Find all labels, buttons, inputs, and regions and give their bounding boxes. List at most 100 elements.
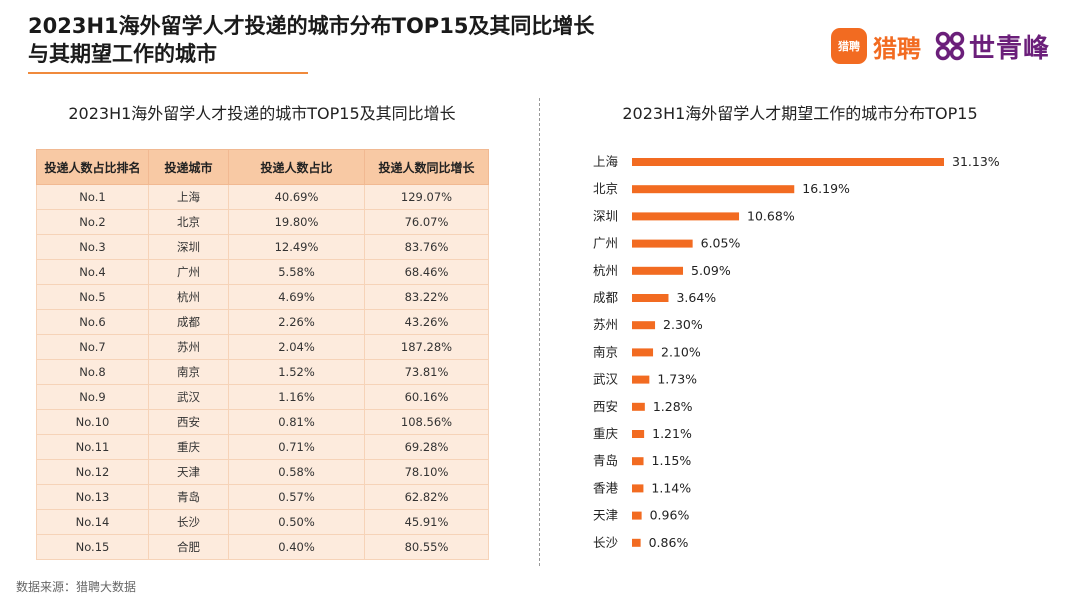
table-cell: 杭州	[148, 284, 229, 310]
table-row: No.1 上海 40.69% 129.07%	[36, 184, 489, 210]
table-cell: 43.26%	[364, 309, 489, 335]
table-cell: 2.04%	[228, 334, 365, 360]
main-title-line2: 与其期望工作的城市	[28, 42, 217, 66]
category-label: 广州	[593, 236, 618, 251]
value-label: 16.19%	[802, 181, 850, 196]
bar	[632, 430, 645, 438]
table-cell: 青岛	[148, 484, 229, 510]
table-cell: 西安	[148, 409, 229, 435]
table-cell: No.12	[36, 459, 149, 485]
table-cell: No.15	[36, 534, 149, 560]
bar	[632, 511, 642, 520]
value-label: 1.28%	[653, 399, 693, 414]
table-row: No.14 长沙 0.50% 45.91%	[36, 509, 489, 535]
bar	[632, 212, 740, 221]
value-label: 3.64%	[676, 290, 716, 305]
table-cell: No.9	[36, 384, 149, 410]
value-label: 2.10%	[661, 344, 701, 359]
table-cell: No.5	[36, 284, 149, 310]
table-row: No.10 西安 0.81% 108.56%	[36, 409, 489, 435]
table-cell: 广州	[148, 259, 229, 285]
table-row: No.12 天津 0.58% 78.10%	[36, 459, 489, 485]
table-cell: No.11	[36, 434, 149, 460]
category-label: 苏州	[593, 317, 618, 332]
category-label: 杭州	[593, 263, 618, 278]
liepin-logo-icon: 猎聘	[830, 28, 867, 64]
table-cell: 上海	[148, 184, 229, 210]
chart-title: 2023H1海外留学人才期望工作的城市分布TOP15	[622, 104, 978, 123]
table-cell: 45.91%	[364, 509, 489, 535]
table-row: No.9 武汉 1.16% 60.16%	[36, 384, 489, 410]
bar	[632, 375, 650, 384]
bar	[632, 294, 669, 302]
column-header: 投递人数占比排名	[36, 149, 149, 185]
category-label: 武汉	[593, 372, 619, 387]
expected-city-bar-chart: 上海 31.13% 北京 16.19% 深圳 10.68% 广州 6.05% 杭州 5.09% 成都…	[593, 154, 1000, 550]
bar	[632, 457, 644, 466]
bar	[632, 239, 693, 248]
bar	[632, 538, 641, 547]
table-row: No.3 深圳 12.49% 83.76%	[36, 234, 489, 260]
table-cell: 0.57%	[228, 484, 365, 510]
table-cell: 长沙	[148, 509, 229, 535]
table-cell: 天津	[148, 459, 229, 485]
bar	[632, 321, 656, 330]
category-label: 西安	[593, 399, 618, 414]
table-cell: No.14	[36, 509, 149, 535]
bar	[632, 266, 684, 275]
category-label: 上海	[593, 154, 619, 169]
table-row: No.2 北京 19.80% 76.07%	[36, 209, 489, 235]
value-label: 1.15%	[652, 453, 692, 468]
city-ranking-table: 投递人数占比排名 投递城市 投递人数占比 投递人数同比增长 No.1 上海 40.6…	[36, 149, 489, 560]
table-cell: 成都	[148, 309, 229, 335]
value-label: 10.68%	[747, 208, 795, 223]
table-cell: 5.58%	[228, 259, 365, 285]
table-cell: 深圳	[148, 234, 229, 260]
logo-block: 猎聘 猎聘 世青峰	[830, 26, 1050, 66]
table-cell: 北京	[148, 209, 229, 235]
value-label: 1.73%	[657, 372, 697, 387]
table-cell: No.8	[36, 359, 149, 385]
category-label: 深圳	[593, 208, 618, 223]
category-label: 长沙	[593, 535, 619, 550]
table-title: 2023H1海外留学人才投递的城市TOP15及其同比增长	[68, 104, 456, 123]
bar	[632, 185, 795, 194]
category-label: 成都	[593, 290, 619, 305]
bar	[632, 348, 654, 357]
table-cell: 73.81%	[364, 359, 489, 385]
table-cell: 78.10%	[364, 459, 489, 485]
table-cell: 69.28%	[364, 434, 489, 460]
table-cell: No.13	[36, 484, 149, 510]
category-label: 香港	[593, 480, 619, 495]
bar	[632, 402, 645, 411]
data-source: 数据来源：猎聘大数据	[16, 580, 137, 594]
value-label: 1.21%	[652, 426, 692, 441]
category-label: 天津	[593, 508, 618, 523]
table-cell: 0.71%	[228, 434, 365, 460]
table-cell: 南京	[148, 359, 229, 385]
table-cell: 0.58%	[228, 459, 365, 485]
table-cell: No.6	[36, 309, 149, 335]
table-cell: 108.56%	[364, 409, 489, 435]
category-label: 重庆	[593, 426, 619, 441]
table-cell: 合肥	[148, 534, 229, 560]
table-cell: No.4	[36, 259, 149, 285]
table-cell: No.7	[36, 334, 149, 360]
category-label: 北京	[593, 181, 618, 196]
table-cell: 苏州	[148, 334, 229, 360]
table-row: No.15 合肥 0.40% 80.55%	[36, 534, 489, 560]
column-header: 投递人数同比增长	[364, 149, 489, 185]
main-title: 2023H1海外留学人才投递的城市分布TOP15及其同比增长 与其期望工作的城市	[28, 12, 668, 68]
table-cell: 1.52%	[228, 359, 365, 385]
table-cell: 129.07%	[364, 184, 489, 210]
panel-divider	[539, 98, 540, 566]
table-cell: 83.22%	[364, 284, 489, 310]
table-cell: No.3	[36, 234, 149, 260]
bar	[632, 484, 644, 493]
table-cell: 0.81%	[228, 409, 365, 435]
table-cell: 武汉	[148, 384, 229, 410]
table-cell: 0.40%	[228, 534, 365, 560]
table-cell: No.10	[36, 409, 149, 435]
value-label: 0.96%	[650, 508, 690, 523]
table-cell: 19.80%	[228, 209, 365, 235]
